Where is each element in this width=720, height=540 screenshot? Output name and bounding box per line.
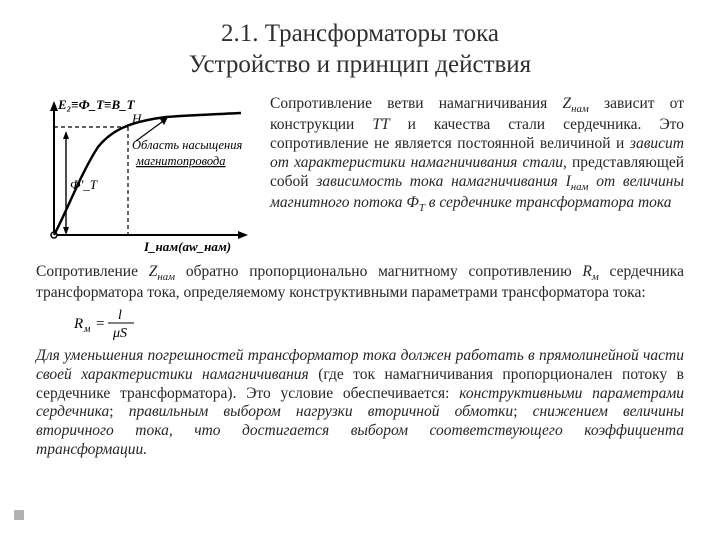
slide: 2.1. Трансформаторы тока Устройство и пр… [0, 0, 720, 540]
p1-text-a: Сопротивление ветви намагничивания [270, 95, 562, 112]
paragraph-1: Сопротивление ветви намагничивания Zнам … [270, 95, 684, 255]
formula-num: l [118, 308, 122, 323]
formula-lhs-sub: м [83, 324, 91, 335]
p3-text-c: ; [513, 403, 532, 420]
formula: R м = l μS [72, 305, 684, 341]
saturation-label-2: магнитопровода [135, 154, 226, 168]
title-line-1: 2.1. Трансформаторы тока [221, 20, 499, 47]
p1-TT: ТТ [372, 116, 389, 133]
p2-text-b: обратно пропорционально магнитному сопро… [175, 263, 582, 280]
top-row: H Ф'_T E₂≡Ф_T≡B_T I_нам(aw_нам) Область … [36, 95, 684, 255]
point-h-label: H [131, 111, 142, 126]
y-axis-label: E₂≡Ф_T≡B_T [57, 97, 136, 112]
magnetization-curve-graph: H Ф'_T E₂≡Ф_T≡B_T I_нам(aw_нам) Область … [36, 95, 256, 255]
slide-bullet-icon [14, 510, 24, 520]
p1-it-b: зависимость тока намагничивания Iнам от … [270, 173, 684, 211]
p3-text-b: ; [109, 403, 128, 420]
p1-Z: Zнам [562, 95, 588, 112]
paragraph-3: Для уменьшения погрешностей трансформато… [36, 347, 684, 460]
p2-R: Rм [582, 263, 598, 280]
page-title: 2.1. Трансформаторы тока Устройство и пр… [36, 18, 684, 81]
title-line-2: Устройство и принцип действия [189, 51, 531, 78]
formula-den: μS [112, 326, 127, 341]
p2-text-a: Сопротивление [36, 263, 149, 280]
paragraph-2: Сопротивление Zнам обратно пропорциональ… [36, 263, 684, 303]
formula-eq: = [96, 316, 104, 332]
formula-lhs: R [73, 316, 83, 332]
saturation-label-1: Область насыщения [132, 138, 242, 152]
p3-it-c: правильным выбором нагрузки вторичной об… [129, 403, 514, 420]
x-axis-label: I_нам(aw_нам) [143, 239, 231, 254]
phi-prime-label: Ф'_T [70, 177, 98, 192]
p2-Z: Zнам [149, 263, 175, 280]
